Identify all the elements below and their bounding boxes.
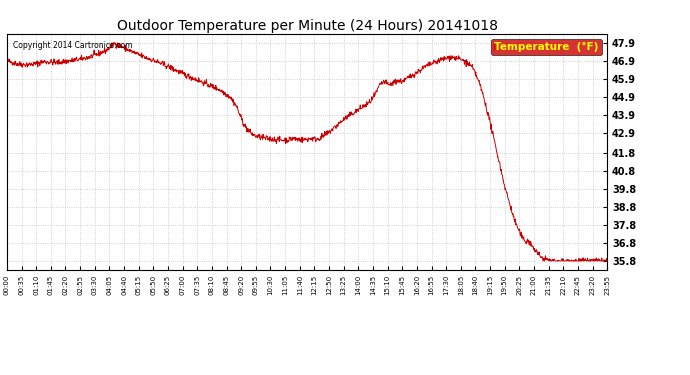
Legend: Temperature  (°F): Temperature (°F) xyxy=(491,39,602,55)
Title: Outdoor Temperature per Minute (24 Hours) 20141018: Outdoor Temperature per Minute (24 Hours… xyxy=(117,19,497,33)
Text: Copyright 2014 Cartronics.com: Copyright 2014 Cartronics.com xyxy=(13,41,132,50)
